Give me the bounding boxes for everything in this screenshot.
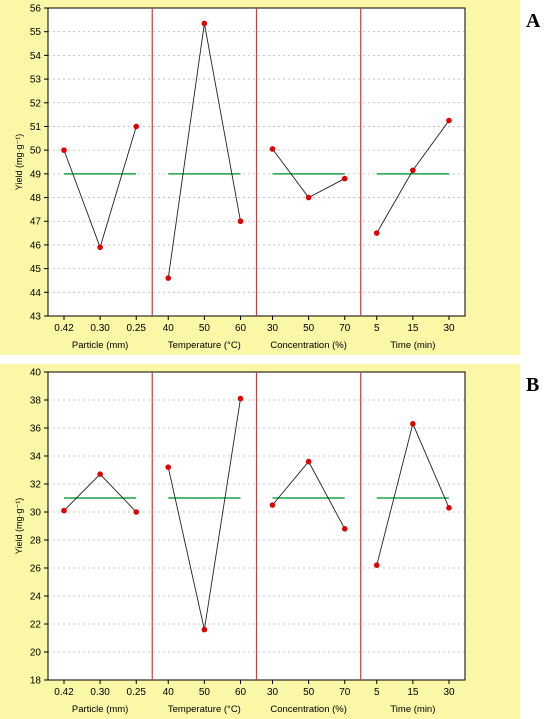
data-point-b-3-0 xyxy=(373,562,380,568)
factor-label-b-1: Temperature (°C) xyxy=(168,704,241,715)
data-point-b-0-0 xyxy=(61,507,67,514)
factor-label-b-3: Time (min) xyxy=(390,704,435,715)
data-point-b-0-2 xyxy=(133,509,140,515)
x-tick-label-a-3-0: 5 xyxy=(374,323,380,334)
x-tick-label-a-0-1: 0.30 xyxy=(90,323,110,334)
x-tick-label-a-0-0: 0.42 xyxy=(54,323,74,334)
x-tick-label-b-0-0: 0.42 xyxy=(54,687,74,698)
factor-label-b-2: Concentration (%) xyxy=(270,704,347,715)
x-tick-label-b-1-2: 60 xyxy=(235,687,247,698)
factor-label-a-1: Temperature (°C) xyxy=(168,340,241,351)
x-tick-label-a-2-0: 30 xyxy=(267,323,279,334)
x-tick-label-a-3-2: 30 xyxy=(443,323,455,334)
data-point-a-3-1 xyxy=(410,167,416,174)
data-point-b-1-1 xyxy=(201,626,208,633)
x-tick-label-a-0-2: 0.25 xyxy=(127,323,147,334)
y-tick-label-a-6: 49 xyxy=(30,169,42,180)
data-point-b-2-2 xyxy=(341,526,348,532)
x-tick-label-b-1-0: 40 xyxy=(163,687,175,698)
y-tick-label-b-2: 22 xyxy=(30,620,42,631)
x-tick-label-b-0-2: 0.25 xyxy=(127,687,147,698)
data-point-b-1-0 xyxy=(165,464,172,470)
data-point-a-3-2 xyxy=(446,117,452,124)
y-tick-label-b-5: 28 xyxy=(30,536,42,547)
x-tick-label-b-0-1: 0.30 xyxy=(90,687,110,698)
y-tick-label-b-4: 26 xyxy=(30,564,42,575)
x-tick-label-a-1-2: 60 xyxy=(235,323,247,334)
data-point-a-0-2 xyxy=(133,123,140,130)
data-point-b-3-2 xyxy=(446,505,452,511)
y-tick-label-b-10: 38 xyxy=(30,396,42,407)
panel-label-a: A xyxy=(526,10,541,32)
y-axis-label-a: Yield (mg·g⁻¹) xyxy=(14,134,24,190)
factor-label-a-0: Particle (mm) xyxy=(72,340,128,351)
x-tick-label-a-3-1: 15 xyxy=(407,323,419,334)
data-point-a-2-2 xyxy=(341,175,348,182)
y-tick-label-b-7: 32 xyxy=(30,480,42,491)
x-tick-label-a-1-0: 40 xyxy=(163,323,175,334)
x-tick-label-b-3-1: 15 xyxy=(407,687,419,698)
chart-b-svg: 18 20 22 24 26 28 30 32 34 36 38 40 Yield (mg·g⁻¹) 0.… xyxy=(0,364,520,719)
panel-label-b: B xyxy=(526,374,540,396)
data-point-a-1-1 xyxy=(201,20,208,27)
y-tick-label-b-11: 40 xyxy=(30,368,42,379)
data-point-b-0-1 xyxy=(97,471,103,477)
x-tick-label-b-1-1: 50 xyxy=(199,687,211,698)
x-tick-label-a-2-1: 50 xyxy=(303,323,315,334)
data-point-b-1-2 xyxy=(237,395,244,402)
y-tick-label-a-7: 50 xyxy=(30,146,42,157)
x-tick-label-a-1-1: 50 xyxy=(199,323,211,334)
data-point-a-0-1 xyxy=(97,244,103,251)
y-tick-label-b-8: 34 xyxy=(30,452,42,463)
y-tick-label-a-2: 45 xyxy=(30,264,42,275)
data-point-b-2-0 xyxy=(269,502,276,508)
y-tick-label-a-13: 56 xyxy=(30,4,42,15)
data-point-a-0-0 xyxy=(61,147,67,153)
data-point-a-2-0 xyxy=(269,146,276,152)
data-point-a-3-0 xyxy=(373,230,380,236)
y-tick-label-a-12: 55 xyxy=(30,27,42,38)
chart-panel-a: 43 44 45 46 47 48 49 50 51 52 53 54 55 56 Yield (mg·g⁻… xyxy=(0,0,550,355)
y-tick-label-b-6: 30 xyxy=(30,508,42,519)
x-tick-label-a-2-2: 70 xyxy=(339,323,351,334)
y-tick-label-a-11: 54 xyxy=(30,51,42,62)
factor-label-a-3: Time (min) xyxy=(390,340,435,351)
y-tick-label-b-0: 18 xyxy=(30,676,42,687)
x-tick-label-b-2-1: 50 xyxy=(303,687,315,698)
y-tick-label-a-10: 53 xyxy=(30,75,42,86)
chart-panel-b: 18 20 22 24 26 28 30 32 34 36 38 40 Yield (mg·g⁻¹) 0.… xyxy=(0,364,550,719)
y-tick-label-a-8: 51 xyxy=(30,122,42,133)
y-tick-label-a-1: 44 xyxy=(30,288,42,299)
y-tick-label-b-1: 20 xyxy=(30,648,42,659)
y-tick-label-a-3: 46 xyxy=(30,240,42,251)
x-tick-label-b-3-2: 30 xyxy=(443,687,455,698)
data-point-b-3-1 xyxy=(410,421,416,427)
data-point-b-2-1 xyxy=(305,458,312,465)
data-point-a-1-2 xyxy=(237,218,244,225)
x-tick-label-b-3-0: 5 xyxy=(374,687,380,698)
y-tick-label-b-3: 24 xyxy=(30,592,42,603)
factor-label-a-2: Concentration (%) xyxy=(270,340,347,351)
y-tick-label-a-9: 52 xyxy=(30,98,42,109)
factor-label-b-0: Particle (mm) xyxy=(72,704,128,715)
y-tick-label-a-0: 43 xyxy=(30,312,42,323)
x-tick-label-b-2-0: 30 xyxy=(267,687,279,698)
y-tick-label-a-5: 48 xyxy=(30,193,42,204)
x-tick-label-b-2-2: 70 xyxy=(339,687,351,698)
data-point-a-2-1 xyxy=(305,194,312,201)
y-tick-label-a-4: 47 xyxy=(30,217,42,228)
data-point-a-1-0 xyxy=(165,275,172,281)
chart-a-svg: 43 44 45 46 47 48 49 50 51 52 53 54 55 56 Yield (mg·g⁻… xyxy=(0,0,520,355)
y-tick-label-b-9: 36 xyxy=(30,424,42,435)
y-axis-label-b: Yield (mg·g⁻¹) xyxy=(14,498,24,554)
